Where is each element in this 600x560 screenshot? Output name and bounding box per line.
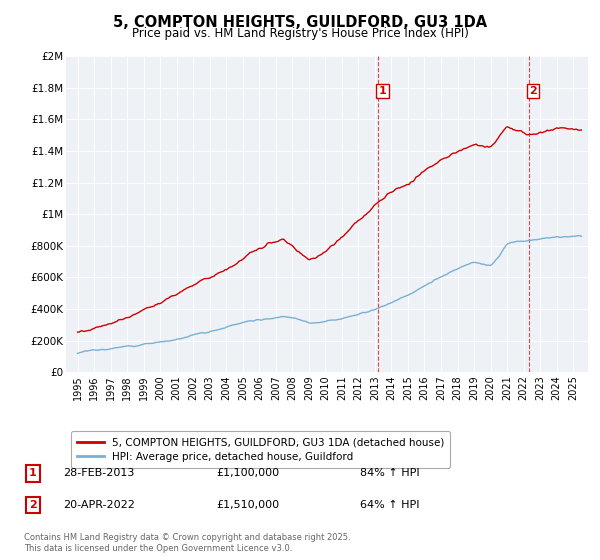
Text: 2: 2: [530, 86, 537, 96]
Legend: 5, COMPTON HEIGHTS, GUILDFORD, GU3 1DA (detached house), HPI: Average price, det: 5, COMPTON HEIGHTS, GUILDFORD, GU3 1DA (…: [71, 431, 451, 468]
Text: 84% ↑ HPI: 84% ↑ HPI: [360, 468, 419, 478]
Text: £1,100,000: £1,100,000: [216, 468, 279, 478]
Text: 20-APR-2022: 20-APR-2022: [63, 500, 135, 510]
Text: 1: 1: [379, 86, 386, 96]
Text: £1,510,000: £1,510,000: [216, 500, 279, 510]
Text: 5, COMPTON HEIGHTS, GUILDFORD, GU3 1DA: 5, COMPTON HEIGHTS, GUILDFORD, GU3 1DA: [113, 15, 487, 30]
Text: 2: 2: [29, 500, 37, 510]
Text: 1: 1: [29, 468, 37, 478]
Text: 28-FEB-2013: 28-FEB-2013: [63, 468, 134, 478]
Text: Contains HM Land Registry data © Crown copyright and database right 2025.
This d: Contains HM Land Registry data © Crown c…: [24, 534, 350, 553]
Text: 64% ↑ HPI: 64% ↑ HPI: [360, 500, 419, 510]
Text: Price paid vs. HM Land Registry's House Price Index (HPI): Price paid vs. HM Land Registry's House …: [131, 27, 469, 40]
